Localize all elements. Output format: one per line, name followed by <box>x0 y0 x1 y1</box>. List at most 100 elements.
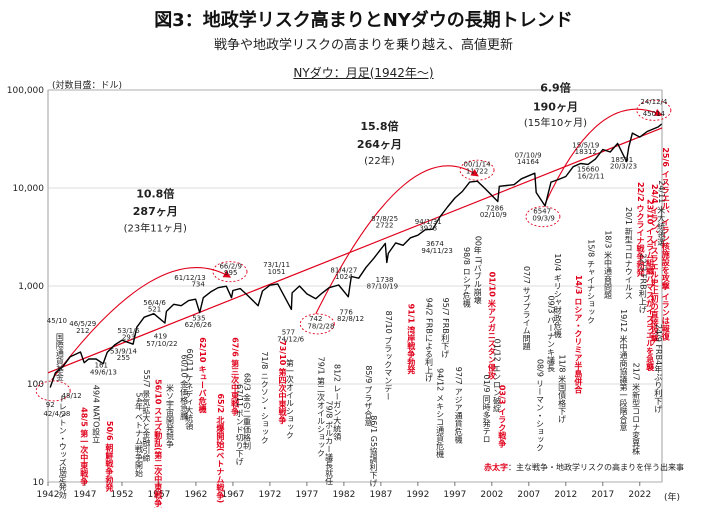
point-label: 2722 <box>376 222 394 230</box>
growth-annotation: 6.9倍 <box>540 81 571 95</box>
point-label: 995 <box>224 269 237 277</box>
point-label: 48/12 <box>62 392 82 400</box>
event-label: 米ソ宇宙開発競争 <box>166 383 175 449</box>
point-label: 16/2/11 <box>577 173 604 181</box>
highlight-ellipse <box>636 99 672 121</box>
x-tick-label: 2012 <box>554 490 577 500</box>
x-tick-label: 1972 <box>258 490 281 500</box>
event-label: 55/7 景気拡大と金融引締 <box>142 370 151 464</box>
x-tick-label: 1977 <box>295 490 318 500</box>
point-label: 53/9/14 <box>110 347 138 355</box>
event-label: 79/1 第二次オイルショック <box>316 357 325 458</box>
event-label: 48/5 第一次中東戦争 <box>79 407 89 486</box>
point-label: 87/8/25 <box>371 215 398 223</box>
point-label: 3978 <box>419 224 437 232</box>
point-label: 56/4/6 <box>143 299 166 307</box>
point-label: 20/3/23 <box>610 163 637 171</box>
y-tick-label: 10 <box>33 478 45 488</box>
event-label: 第一次オイルショック <box>285 358 294 439</box>
event-label: 95/7 FRB利下げ <box>441 298 450 358</box>
event-label: 67/6 第三次中東戦争 <box>230 337 240 416</box>
footnote: 赤太字：主な戦争・地政学リスクの高まりを伴う出来事 <box>484 462 684 472</box>
point-label: 776 <box>339 309 353 317</box>
point-label: 94/11/23 <box>421 247 452 255</box>
event-label: 50/6 朝鮮戦争勃発 <box>104 421 114 492</box>
event-label: 22/3 FRB利上げ <box>638 253 647 313</box>
event-label: 97/7 アジア通貨危機 <box>454 367 463 445</box>
growth-annotation: (15年10ヶ月) <box>524 116 587 129</box>
event-label: 79/8 ボルカー議長就任 <box>325 400 334 486</box>
point-label: 521 <box>148 305 161 313</box>
event-label: 67/11 ポンド切り下げ <box>235 384 244 466</box>
event-label: 60/11 ケネディ大統領 <box>185 349 194 432</box>
growth-arc <box>51 267 232 381</box>
footnote-text: ：主な戦争・地政学リスクの高まりを伴う出来事 <box>508 462 684 472</box>
point-label: 74/12/6 <box>277 336 305 344</box>
point-label: 82/8/12 <box>337 315 364 323</box>
point-label: 45/10 <box>47 317 67 325</box>
y-axis-label: (対数目盛：ドル) <box>52 79 122 91</box>
point-label: 734 <box>191 281 205 289</box>
x-tick-label: 1967 <box>221 490 244 500</box>
event-label: 71/8 ニクソン・ショック <box>260 351 269 444</box>
point-label: 419 <box>154 333 167 341</box>
event-label: 11/8 米国債格下げ <box>558 354 567 423</box>
point-label: 293 <box>122 333 135 341</box>
chart-subtitle: 戦争や地政学リスクの高まりを乗り越え、高値更新 <box>213 38 513 53</box>
event-label: 国際通貨基金 <box>55 333 64 381</box>
highlight-ellipse <box>459 159 495 181</box>
point-label: 78/2/28 <box>307 322 334 330</box>
point-label: 62/6/26 <box>185 321 213 329</box>
event-label: 73/10 第四次中東戦争 <box>277 340 287 425</box>
point-label: 02/10/9 <box>480 211 507 219</box>
point-label: 577 <box>282 328 295 336</box>
point-label: 00/1/14 <box>464 161 492 169</box>
x-tick-label: 1992 <box>406 490 429 500</box>
point-label: 255 <box>117 354 130 362</box>
chart-series-label: NYダウ：月足(1942年～) <box>293 66 434 80</box>
event-label: 23/10 イスラム組織ハマスがイスラエルを急襲 <box>645 199 655 372</box>
event-label: 09/3 バーナンキ議長 <box>547 295 556 373</box>
event-label: 18/3 米中通商問題 <box>603 230 612 300</box>
point-label: 1024 <box>335 273 353 281</box>
x-tick-label: 2007 <box>517 490 540 500</box>
point-label: 7286 <box>486 204 504 212</box>
point-label: 57/10/22 <box>146 340 177 348</box>
point-label: 09/3/9 <box>532 215 555 223</box>
event-label: 03/3 イラク戦争 <box>497 385 507 448</box>
x-tick-label: 1947 <box>74 490 97 500</box>
point-label: 24/12/4 <box>640 98 668 106</box>
event-label: 22/2 ウクライナ戦争勃発 <box>635 182 645 277</box>
event-label: 54年 ベトナム戦争開始 <box>134 392 143 478</box>
point-label: 11722 <box>466 167 488 175</box>
event-label: 01/10 米アフガニスタン侵攻 <box>486 272 496 381</box>
point-label: 212 <box>76 327 89 335</box>
event-label: 62/10 キューバ危機 <box>198 337 207 414</box>
point-label: 535 <box>192 314 205 322</box>
point-label: 94/1/31 <box>415 218 442 226</box>
point-label: 53/1/5 <box>117 327 140 335</box>
y-tick-label: 1,000 <box>18 282 44 292</box>
x-tick-label: 2017 <box>591 490 614 500</box>
point-label: 1738 <box>376 276 394 284</box>
event-label: 19/12 米中通商協議第一段階合意 <box>619 309 628 431</box>
highlight-ellipse <box>35 380 71 402</box>
event-label: 10/4 ギリシャ財政危機 <box>553 253 562 339</box>
highlight-ellipse <box>212 261 248 283</box>
event-label: 49/4 NATO設立 <box>92 385 101 444</box>
event-label: 24/4 イラン、イスラエル史上初の直接攻撃 <box>649 184 659 343</box>
y-tick-label: 100,000 <box>7 86 44 96</box>
growth-annotation: 15.8倍 <box>360 119 398 133</box>
x-tick-label: 1957 <box>148 490 171 500</box>
point-label: 73/1/11 <box>263 261 290 269</box>
point-label: 18591 <box>611 156 633 164</box>
point-label: 46/5/29 <box>69 320 96 328</box>
x-tick-label: 2002 <box>480 490 503 500</box>
x-tick-label: 1942 <box>37 490 60 500</box>
event-label: 00年 ITバブル崩壊 <box>473 236 482 305</box>
x-tick-label: 1987 <box>369 490 392 500</box>
point-label: 87/10/19 <box>367 283 398 291</box>
event-label: 86/1 G5協調利下げ <box>369 415 378 487</box>
highlight-ellipse <box>525 206 561 228</box>
event-label: 07/7 サブプライム問題 <box>522 266 531 352</box>
